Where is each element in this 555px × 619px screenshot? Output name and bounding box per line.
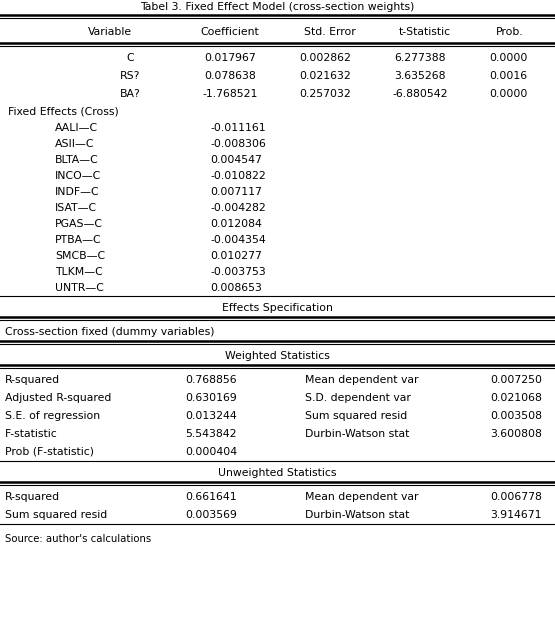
Text: TLKM—C: TLKM—C <box>55 267 103 277</box>
Text: 0.257032: 0.257032 <box>299 89 351 99</box>
Text: -1.768521: -1.768521 <box>203 89 258 99</box>
Text: Fixed Effects (Cross): Fixed Effects (Cross) <box>8 106 119 116</box>
Text: -0.011161: -0.011161 <box>210 123 266 133</box>
Text: 6.277388: 6.277388 <box>394 53 446 63</box>
Text: Unweighted Statistics: Unweighted Statistics <box>218 468 336 478</box>
Text: 0.021068: 0.021068 <box>490 393 542 403</box>
Text: 3.914671: 3.914671 <box>490 510 542 520</box>
Text: Source: author's calculations: Source: author's calculations <box>5 534 152 544</box>
Text: Cross-section fixed (dummy variables): Cross-section fixed (dummy variables) <box>5 327 214 337</box>
Text: S.E. of regression: S.E. of regression <box>5 411 100 421</box>
Text: F-statistic: F-statistic <box>5 429 58 439</box>
Text: INCO—C: INCO—C <box>55 171 101 181</box>
Text: PGAS—C: PGAS—C <box>55 219 103 229</box>
Text: Tabel 3. Fixed Effect Model (cross-section weights): Tabel 3. Fixed Effect Model (cross-secti… <box>140 2 414 12</box>
Text: 0.630169: 0.630169 <box>185 393 237 403</box>
Text: 0.013244: 0.013244 <box>185 411 237 421</box>
Text: Mean dependent var: Mean dependent var <box>305 492 418 502</box>
Text: INDF—C: INDF—C <box>55 187 100 197</box>
Text: Variable: Variable <box>88 27 132 37</box>
Text: 0.002862: 0.002862 <box>299 53 351 63</box>
Text: 3.635268: 3.635268 <box>394 71 446 81</box>
Text: SMCB—C: SMCB—C <box>55 251 105 261</box>
Text: 0.006778: 0.006778 <box>490 492 542 502</box>
Text: 0.008653: 0.008653 <box>210 283 262 293</box>
Text: 0.017967: 0.017967 <box>204 53 256 63</box>
Text: -0.003753: -0.003753 <box>210 267 266 277</box>
Text: 0.0000: 0.0000 <box>489 89 527 99</box>
Text: PTBA—C: PTBA—C <box>55 235 102 245</box>
Text: 0.000404: 0.000404 <box>185 447 237 457</box>
Text: Durbin-Watson stat: Durbin-Watson stat <box>305 429 410 439</box>
Text: BLTA—C: BLTA—C <box>55 155 99 165</box>
Text: -0.008306: -0.008306 <box>210 139 266 149</box>
Text: Coefficient: Coefficient <box>200 27 259 37</box>
Text: 0.003569: 0.003569 <box>185 510 237 520</box>
Text: t-Statistic: t-Statistic <box>399 27 451 37</box>
Text: Std. Error: Std. Error <box>304 27 356 37</box>
Text: 0.003508: 0.003508 <box>490 411 542 421</box>
Text: 0.078638: 0.078638 <box>204 71 256 81</box>
Text: Durbin-Watson stat: Durbin-Watson stat <box>305 510 410 520</box>
Text: -0.004354: -0.004354 <box>210 235 266 245</box>
Text: AALI—C: AALI—C <box>55 123 98 133</box>
Text: ISAT—C: ISAT—C <box>55 203 97 213</box>
Text: -0.004282: -0.004282 <box>210 203 266 213</box>
Text: Effects Specification: Effects Specification <box>221 303 332 313</box>
Text: Sum squared resid: Sum squared resid <box>5 510 107 520</box>
Text: UNTR—C: UNTR—C <box>55 283 104 293</box>
Text: R-squared: R-squared <box>5 492 60 502</box>
Text: Mean dependent var: Mean dependent var <box>305 375 418 385</box>
Text: Prob.: Prob. <box>496 27 524 37</box>
Text: RS?: RS? <box>120 71 140 81</box>
Text: 0.012084: 0.012084 <box>210 219 262 229</box>
Text: 0.004547: 0.004547 <box>210 155 262 165</box>
Text: -6.880542: -6.880542 <box>392 89 448 99</box>
Text: 0.010277: 0.010277 <box>210 251 262 261</box>
Text: 0.007250: 0.007250 <box>490 375 542 385</box>
Text: C: C <box>126 53 134 63</box>
Text: Prob (F-statistic): Prob (F-statistic) <box>5 447 94 457</box>
Text: 0.661641: 0.661641 <box>185 492 236 502</box>
Text: Sum squared resid: Sum squared resid <box>305 411 407 421</box>
Text: 3.600808: 3.600808 <box>490 429 542 439</box>
Text: 0.768856: 0.768856 <box>185 375 236 385</box>
Text: 0.0016: 0.0016 <box>489 71 527 81</box>
Text: -0.010822: -0.010822 <box>210 171 266 181</box>
Text: 0.0000: 0.0000 <box>489 53 527 63</box>
Text: S.D. dependent var: S.D. dependent var <box>305 393 411 403</box>
Text: Adjusted R-squared: Adjusted R-squared <box>5 393 112 403</box>
Text: ASII—C: ASII—C <box>55 139 94 149</box>
Text: 0.021632: 0.021632 <box>299 71 351 81</box>
Text: Weighted Statistics: Weighted Statistics <box>225 351 330 361</box>
Text: 5.543842: 5.543842 <box>185 429 236 439</box>
Text: BA?: BA? <box>120 89 140 99</box>
Text: 0.007117: 0.007117 <box>210 187 262 197</box>
Text: R-squared: R-squared <box>5 375 60 385</box>
